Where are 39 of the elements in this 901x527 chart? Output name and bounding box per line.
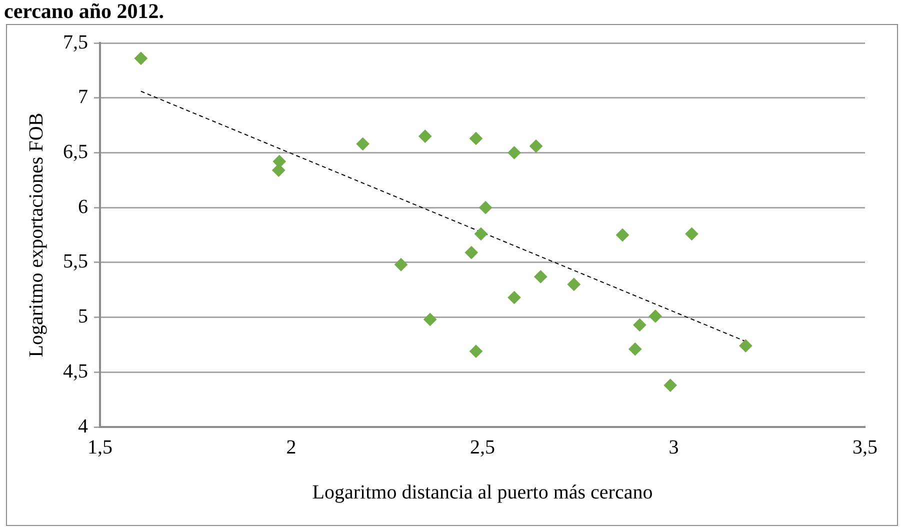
x-tick-label: 2	[286, 436, 296, 458]
x-tick-label: 1,5	[88, 436, 112, 458]
y-tick-label: 6	[78, 196, 88, 218]
point	[616, 228, 629, 242]
point	[424, 312, 437, 326]
y-tick-label: 4	[78, 415, 88, 438]
point	[464, 246, 478, 260]
y-tick-label: 6,5	[63, 140, 88, 163]
point	[648, 310, 662, 323]
point	[134, 52, 148, 65]
y-tick-label: 4,5	[63, 360, 88, 382]
point	[470, 132, 482, 145]
x-axis-title: Logaritmo distancia al puerto más cercano	[312, 481, 653, 504]
point	[534, 270, 548, 284]
point	[664, 378, 677, 392]
point	[418, 130, 432, 143]
point	[530, 140, 543, 153]
point	[685, 227, 698, 240]
x-tick-label: 3,5	[852, 436, 878, 458]
point	[739, 339, 752, 352]
chart-title: cercano año 2012.	[4, 0, 164, 23]
x-tick-label: 3	[668, 436, 679, 458]
point	[633, 318, 646, 332]
point	[508, 291, 521, 304]
point	[272, 164, 286, 177]
y-tick-label: 7,5	[63, 31, 88, 54]
point	[356, 137, 370, 150]
point	[394, 258, 408, 272]
point	[470, 344, 482, 358]
y-axis-title: Logaritmo exportaciones FOB	[25, 112, 48, 358]
y-tick-label: 5	[78, 306, 88, 328]
y-tick-label: 5,5	[63, 250, 88, 273]
point	[628, 342, 642, 356]
point	[479, 201, 492, 214]
point	[508, 146, 521, 160]
point	[474, 227, 488, 240]
x-tick-label: 2,5	[470, 436, 495, 458]
y-tick-label: 7	[78, 86, 88, 108]
point	[567, 278, 580, 291]
